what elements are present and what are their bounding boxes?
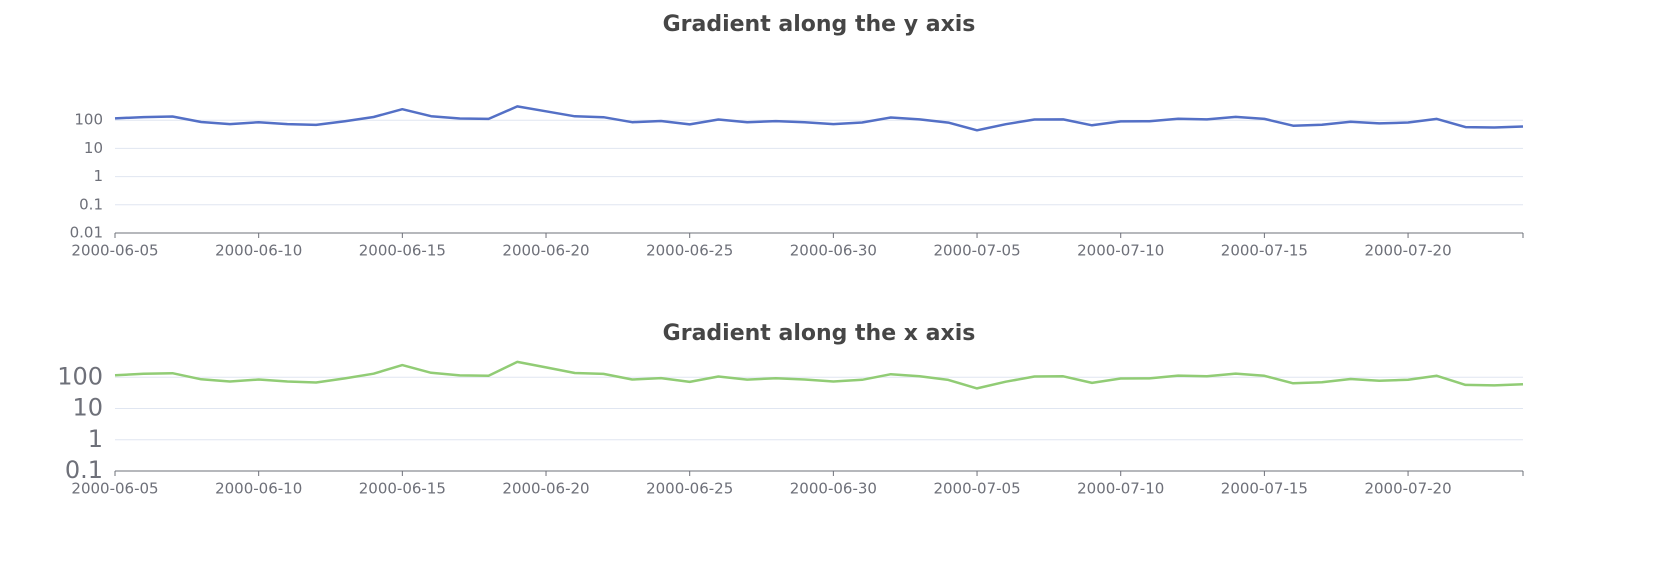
y-tick-label: 1: [88, 425, 103, 453]
chart-title: Gradient along the x axis: [663, 321, 976, 346]
y-tick-label: 10: [84, 139, 103, 157]
x-tick-label: 2000-06-25: [646, 480, 733, 498]
series-line: [114, 360, 1524, 390]
x-tick-label: 2000-07-05: [933, 242, 1020, 260]
x-tick-label: 2000-06-05: [71, 480, 158, 498]
y-tick-label: 1: [93, 167, 103, 185]
x-tick-label: 2000-07-15: [1221, 242, 1308, 260]
x-tick-label: 2000-06-30: [790, 242, 877, 260]
x-tick-label: 2000-06-10: [215, 242, 302, 260]
x-tick-label: 2000-07-20: [1364, 480, 1451, 498]
x-tick-label: 2000-07-10: [1077, 242, 1164, 260]
x-tick-label: 2000-06-10: [215, 480, 302, 498]
x-tick-label: 2000-06-30: [790, 480, 877, 498]
series-line: [114, 105, 1524, 132]
x-tick-label: 2000-07-15: [1221, 480, 1308, 498]
x-tick-label: 2000-06-15: [359, 242, 446, 260]
x-tick-label: 2000-07-05: [933, 480, 1020, 498]
x-tick-label: 2000-06-15: [359, 480, 446, 498]
x-tick-label: 2000-06-05: [71, 242, 158, 260]
y-tick-label: 100: [57, 362, 103, 390]
y-tick-label: 100: [74, 111, 103, 129]
x-tick-label: 2000-06-25: [646, 242, 733, 260]
x-tick-label: 2000-06-20: [502, 480, 589, 498]
x-tick-label: 2000-06-20: [502, 242, 589, 260]
chart-title: Gradient along the y axis: [663, 12, 976, 37]
x-tick-label: 2000-07-10: [1077, 480, 1164, 498]
y-tick-label: 0.01: [70, 224, 103, 242]
y-tick-label: 0.1: [79, 195, 103, 213]
y-tick-label: 0.1: [65, 456, 103, 484]
x-tick-label: 2000-07-20: [1364, 242, 1451, 260]
y-tick-label: 10: [72, 394, 103, 422]
